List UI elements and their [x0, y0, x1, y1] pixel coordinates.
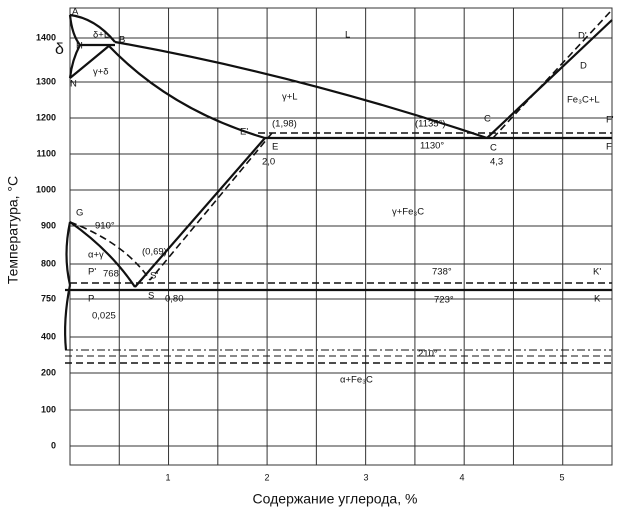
annotation: γ+δ: [93, 67, 109, 78]
annotation: K': [593, 267, 601, 278]
y-tick-label: 800: [41, 258, 56, 268]
annotation: E: [272, 142, 278, 153]
y-tick-label: 1300: [36, 76, 56, 86]
x-tick-label: 1: [165, 472, 170, 482]
x-tick-label: 4: [459, 472, 464, 482]
y-tick-label: 0: [51, 440, 56, 450]
annotation: B: [119, 35, 125, 46]
y-tick-label: 750: [41, 293, 56, 303]
annotation: γ+Fe₃C: [392, 207, 424, 218]
annotation: D: [580, 61, 587, 72]
annotation: F': [606, 115, 614, 126]
annotation: 723°: [434, 295, 454, 306]
y-tick-label: 1200: [36, 112, 56, 122]
annotation: P: [88, 294, 94, 305]
annotation: S: [148, 291, 154, 302]
x-tick-label: 5: [559, 472, 564, 482]
annotation: γ+L: [282, 92, 298, 103]
annotation: 0,025: [92, 311, 116, 322]
annotation: (1,98): [272, 119, 297, 130]
annotation: 768: [103, 269, 119, 280]
annotation: L: [345, 30, 350, 41]
annotation: δ: [55, 41, 64, 58]
annotation: 738°: [432, 267, 452, 278]
annotation: α+γ: [88, 250, 104, 261]
annotation: 4,3: [490, 157, 503, 168]
y-tick-label: 1100: [36, 148, 56, 158]
annotation: P': [88, 267, 96, 278]
annotation: E': [240, 127, 248, 138]
y-tick-label: 100: [41, 404, 56, 414]
annotation: 910°: [95, 221, 115, 232]
annotation: K: [594, 294, 601, 305]
annotation: α+Fe₃C: [340, 375, 373, 386]
annotation: S': [150, 271, 158, 282]
annotation: δ+L: [93, 30, 109, 41]
annotation: 0,80: [165, 294, 184, 305]
x-tick-label: 3: [363, 472, 368, 482]
y-tick-label: 1400: [36, 32, 56, 42]
annotation: Fe₃C+L: [567, 95, 600, 106]
annotation: 2,0: [262, 157, 275, 168]
annotation: 1130°: [420, 141, 444, 152]
y-axis-label: Температура, °С: [5, 176, 21, 284]
annotation: H: [76, 41, 83, 52]
x-axis-label: Содержание углерода, %: [253, 491, 418, 507]
annotation: N: [70, 79, 77, 90]
annotation: C: [484, 114, 491, 125]
y-tick-label: 900: [41, 220, 56, 230]
annotation: 210°: [418, 349, 438, 360]
annotation: D': [578, 31, 587, 42]
x-tick-label: 2: [264, 472, 269, 482]
y-tick-label: 400: [41, 331, 56, 341]
y-tick-label: 1000: [36, 184, 56, 194]
annotation: (1135°): [415, 119, 446, 130]
y-tick-label: 200: [41, 367, 56, 377]
annotation: F: [606, 142, 612, 153]
annotation: A: [72, 7, 79, 18]
annotation: (0,69): [142, 247, 167, 258]
annotation: G: [76, 208, 83, 219]
annotation: C: [490, 143, 497, 154]
grid: [69, 7, 613, 466]
phase-lines: [64, 11, 613, 364]
